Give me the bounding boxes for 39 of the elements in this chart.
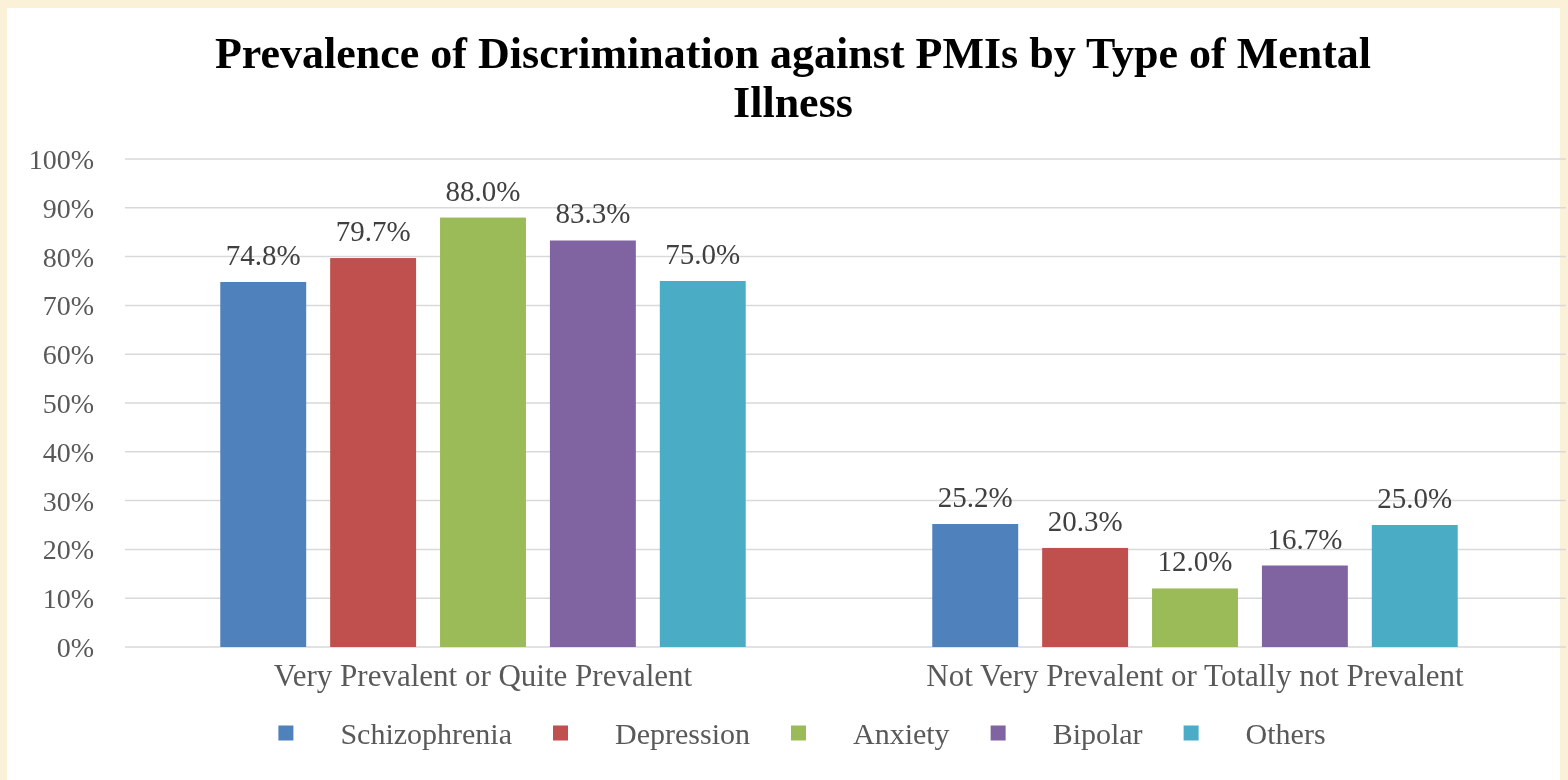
y-tick-label: 100% (28, 144, 94, 175)
bar (1261, 565, 1348, 647)
bar (1371, 525, 1458, 647)
bar (1152, 588, 1238, 647)
bar (1042, 547, 1129, 647)
bar (220, 281, 307, 647)
y-tick-label: 0% (56, 632, 94, 663)
y-tick-label: 40% (42, 436, 94, 468)
data-label: 16.7% (1267, 522, 1343, 555)
y-tick-label: 80% (42, 241, 94, 273)
legend-label: Depression (615, 717, 750, 750)
y-tick-label: 30% (42, 485, 94, 517)
data-label: 20.3% (1047, 504, 1123, 537)
data-label: 25.2% (937, 481, 1013, 514)
legend-label: Bipolar (1052, 717, 1143, 750)
data-label: 83.3% (555, 197, 631, 230)
data-label: 25.0% (1377, 482, 1453, 514)
data-label: 74.8% (225, 238, 301, 271)
legend-label: Anxiety (852, 717, 950, 750)
y-tick-label: 10% (42, 583, 94, 615)
y-tick-label: 60% (42, 339, 94, 371)
data-label: 79.7% (335, 215, 411, 248)
legend-label: Schizophrenia (340, 717, 513, 750)
bar (440, 217, 526, 647)
bar (549, 240, 636, 647)
y-tick-label: 70% (42, 290, 94, 322)
legend-label: Others (1245, 717, 1326, 750)
x-tick-label: Not Very Prevalent or Totally not Prevalent (926, 658, 1465, 693)
y-tick-label: 50% (42, 388, 94, 419)
bar (330, 258, 417, 647)
data-label: 88.0% (445, 174, 521, 207)
data-label: 75.0% (665, 238, 741, 270)
y-tick-label: 90% (42, 192, 94, 224)
data-label: 12.0% (1157, 545, 1233, 578)
bar (932, 524, 1019, 647)
bar (659, 281, 746, 647)
y-tick-label: 20% (42, 534, 94, 566)
x-tick-label: Very Prevalent or Quite Prevalent (273, 658, 693, 693)
chart-title: Prevalence of Discrimination against PMIs by Type of Mental Illness (214, 29, 1372, 127)
